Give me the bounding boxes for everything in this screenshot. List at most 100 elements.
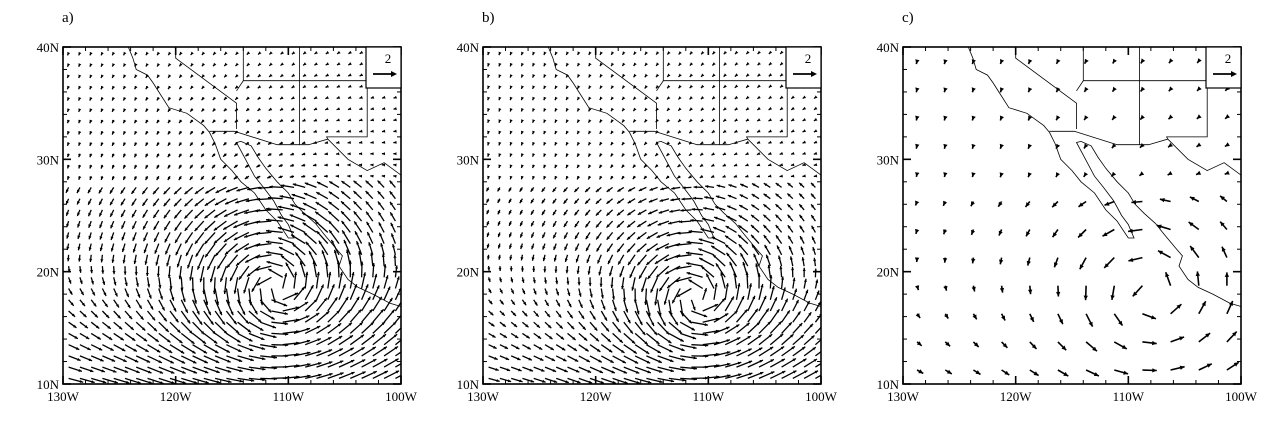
wind-arrow-head <box>613 307 617 311</box>
wind-arrow-head <box>544 291 548 295</box>
wind-arrow-head <box>246 119 250 123</box>
wind-arrow-head <box>268 309 272 313</box>
wind-arrow-head <box>376 285 380 289</box>
wind-arrow-head <box>158 360 162 363</box>
reference-vector-label: 2 <box>385 51 392 66</box>
wind-arrow-head <box>585 188 589 192</box>
y-tick-label: 40N <box>877 40 900 55</box>
state-border <box>175 47 237 129</box>
wind-arrow-head <box>201 74 205 78</box>
wind-arrow-head <box>658 312 662 317</box>
wind-arrow-head <box>165 328 169 332</box>
wind-arrow-head <box>359 152 363 156</box>
wind-arrow-head <box>532 51 536 56</box>
wind-arrow-head <box>89 108 93 112</box>
wind-arrow-head <box>336 152 340 156</box>
wind-arrow-head <box>563 200 567 204</box>
wind-arrow-head <box>725 235 729 239</box>
wind-arrow-head <box>745 140 750 144</box>
wind-arrow-head <box>305 241 309 246</box>
wind-arrow-head <box>174 215 178 219</box>
wind-arrow-head <box>513 323 518 327</box>
wind-arrow-head <box>123 51 127 56</box>
wind-arrow-head <box>765 308 769 312</box>
wind-arrow-head <box>67 165 70 169</box>
wind-arrow-head <box>498 153 502 157</box>
wind-arrow-head <box>1031 344 1037 349</box>
wind-arrow-head <box>1121 344 1127 349</box>
wind-arrow-head <box>682 186 686 190</box>
wind-arrow-head <box>370 95 375 99</box>
wind-arrow-head <box>599 107 603 112</box>
wind-arrow-head <box>727 205 731 209</box>
wind-arrow-head <box>250 368 255 372</box>
wind-arrow-head <box>85 336 90 339</box>
wind-arrow-head <box>112 108 115 112</box>
wind-arrow-head <box>751 204 755 208</box>
wind-arrow-head <box>201 96 205 101</box>
wind-arrow-head <box>389 180 393 184</box>
wind-arrow-head <box>194 190 199 194</box>
wind-arrow-head <box>1224 272 1230 277</box>
wind-arrow-head <box>144 261 148 265</box>
wind-arrow-head <box>235 96 239 100</box>
wind-arrow-head <box>204 215 208 219</box>
plot-frame <box>482 46 822 385</box>
wind-arrow-head <box>532 74 536 78</box>
wind-arrow-head <box>1220 221 1225 227</box>
x-tick-label: 110W <box>693 389 725 404</box>
wind-arrow-head <box>1112 86 1117 92</box>
wind-arrow-head <box>336 310 340 314</box>
wind-arrow-head <box>281 184 285 188</box>
wind-arrow-head <box>67 51 71 56</box>
wind-arrow-head <box>370 107 375 110</box>
wind-arrow-head <box>214 350 219 353</box>
wind-arrow-head <box>328 211 332 215</box>
wind-arrow-head <box>532 153 536 157</box>
wind-arrow-head <box>712 107 716 111</box>
wind-arrow-head <box>131 337 136 341</box>
wind-arrow-head <box>739 205 743 208</box>
wind-arrow-head <box>622 85 626 89</box>
wind-arrow-head <box>998 230 1003 236</box>
wind-arrow-head <box>347 309 351 314</box>
wind-arrow-head <box>267 175 271 179</box>
wind-arrow-head <box>121 348 126 351</box>
wind-arrow-head <box>79 380 84 383</box>
wind-arrow-head <box>711 245 715 249</box>
wind-arrow-head <box>651 322 654 326</box>
wind-arrow-head <box>812 347 816 351</box>
wind-arrow-head <box>167 339 171 343</box>
wind-arrow-head <box>554 269 558 273</box>
wind-arrow-head <box>704 323 708 327</box>
wind-arrow-head <box>644 341 648 345</box>
wind-arrow-head <box>532 141 536 146</box>
wind-arrow-head <box>510 279 514 283</box>
wind-arrow-head <box>755 263 759 267</box>
wind-arrow-head <box>370 163 374 167</box>
wind-arrow-head <box>799 323 803 327</box>
wind-arrow-head <box>508 199 512 203</box>
wind-arrow-head <box>201 130 205 135</box>
wind-arrow-head <box>768 95 773 99</box>
wind-arrow-head <box>201 153 205 157</box>
wind-arrow-head <box>678 62 682 66</box>
wind-arrow-head <box>588 96 592 101</box>
wind-arrow-head <box>612 380 616 384</box>
wind-arrow-head <box>313 141 317 144</box>
wind-arrow-head <box>239 379 243 383</box>
wind-arrow-head <box>577 74 581 78</box>
wind-arrow-head <box>759 372 764 375</box>
wind-arrow-head <box>599 130 603 134</box>
wind-arrow-head <box>543 130 547 135</box>
wind-arrow-head <box>325 129 329 133</box>
wind-arrow-head <box>328 337 332 340</box>
wind-arrow-head <box>741 296 744 300</box>
wind-arrow-head <box>342 284 346 288</box>
wind-arrow-head <box>702 217 706 221</box>
wind-arrow-head <box>167 142 171 146</box>
wind-arrow-head <box>313 163 317 167</box>
wind-arrow-head <box>801 257 805 261</box>
wind-arrow-head <box>610 284 614 288</box>
wind-arrow-head <box>666 152 670 156</box>
